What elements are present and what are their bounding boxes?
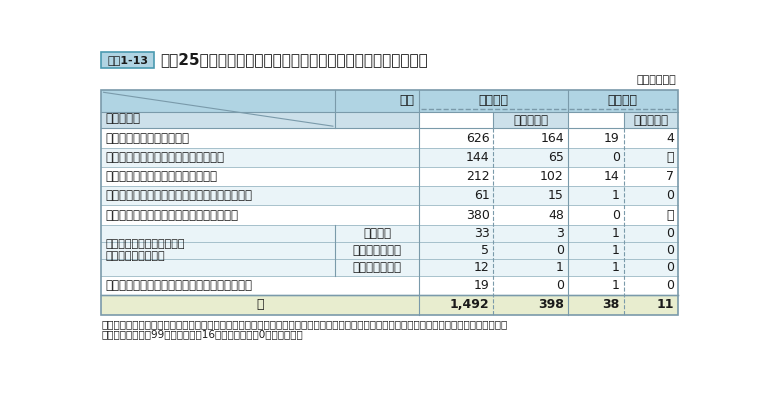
Bar — [101, 90, 678, 315]
Text: 0: 0 — [556, 279, 564, 292]
Text: 398: 398 — [538, 298, 564, 311]
Bar — [101, 129, 678, 148]
Text: 項目: 項目 — [399, 94, 414, 107]
Text: 12: 12 — [473, 260, 489, 274]
Text: 地方整備局区分: 地方整備局区分 — [353, 260, 401, 274]
Bar — [101, 242, 678, 258]
Text: 5: 5 — [482, 244, 489, 256]
Text: 65: 65 — [548, 151, 564, 164]
Bar — [101, 295, 678, 315]
Text: 計: 計 — [256, 298, 264, 311]
Text: 1: 1 — [612, 260, 619, 274]
Bar — [493, 112, 568, 129]
Text: 1,492: 1,492 — [450, 298, 489, 311]
Bar — [568, 112, 623, 129]
Text: うち女性数: うち女性数 — [633, 114, 668, 127]
Text: 3: 3 — [556, 227, 564, 240]
Text: 48: 48 — [548, 208, 564, 222]
Text: 7: 7 — [666, 170, 674, 183]
Text: 0: 0 — [666, 244, 674, 256]
Bar — [101, 90, 678, 112]
Text: 経済産業省経験者採用試験（課長補佐級）: 経済産業省経験者採用試験（課長補佐級） — [105, 208, 238, 222]
Text: 0: 0 — [666, 279, 674, 292]
Text: 0: 0 — [666, 189, 674, 202]
Text: 国土交通省経験者採用試験
（係長級（技術））: 国土交通省経験者採用試験 （係長級（技術）） — [105, 239, 185, 261]
Text: 1: 1 — [612, 189, 619, 202]
Text: 合格者数: 合格者数 — [608, 94, 638, 107]
Text: 626: 626 — [466, 132, 489, 145]
Text: 試験の種類: 試験の種類 — [105, 112, 140, 125]
Text: 経験者採用試験（係長級）: 経験者採用試験（係長級） — [105, 132, 189, 145]
Bar — [101, 276, 678, 295]
Text: 15: 15 — [548, 189, 564, 202]
Text: 212: 212 — [466, 170, 489, 183]
Bar — [101, 225, 678, 242]
Text: 0: 0 — [612, 208, 619, 222]
Text: 外務省経験者採用試験（書記官級）: 外務省経験者採用試験（書記官級） — [105, 170, 217, 183]
Bar — [623, 112, 678, 129]
Text: 1: 1 — [612, 244, 619, 256]
Bar — [101, 167, 678, 186]
Text: 11: 11 — [657, 298, 674, 311]
Text: 102: 102 — [540, 170, 564, 183]
Text: 38: 38 — [603, 298, 619, 311]
Text: －: － — [667, 151, 674, 164]
Bar — [101, 148, 678, 167]
Text: 19: 19 — [473, 279, 489, 292]
Text: 1: 1 — [612, 279, 619, 292]
Text: 0: 0 — [556, 244, 564, 256]
Text: －: － — [667, 208, 674, 222]
Bar — [419, 112, 493, 129]
Text: 0: 0 — [666, 227, 674, 240]
Text: 0: 0 — [666, 260, 674, 274]
Text: 海上保安庁経験者採用試験（係長級（技術））: 海上保安庁経験者採用試験（係長級（技術）） — [105, 279, 252, 292]
Text: （注）　上記のほか、防衛省が特別職の職員の採用試験として実施し、人事院が当該試験の実施を支援する「防衛省経験者採用試験（係長級）」: （注） 上記のほか、防衛省が特別職の職員の採用試験として実施し、人事院が当該試験… — [101, 320, 508, 330]
Text: 0: 0 — [612, 151, 619, 164]
Text: 19: 19 — [604, 132, 619, 145]
Text: うち女性数: うち女性数 — [513, 114, 548, 127]
Text: 国土地理院区分: 国土地理院区分 — [353, 244, 401, 256]
Text: 33: 33 — [473, 227, 489, 240]
Text: 申込者数: 申込者数 — [478, 94, 508, 107]
Text: 本省区分: 本省区分 — [363, 227, 391, 240]
Text: 資料1-13: 資料1-13 — [107, 55, 148, 65]
Text: 380: 380 — [466, 208, 489, 222]
Bar — [101, 258, 678, 276]
Text: 164: 164 — [540, 132, 564, 145]
Text: 平成25年度経験者採用試験の試験の種類別申込者数・合格者数: 平成25年度経験者採用試験の試験の種類別申込者数・合格者数 — [160, 52, 428, 67]
Text: （単位：人）: （単位：人） — [637, 75, 676, 85]
Text: 1: 1 — [556, 260, 564, 274]
Text: 144: 144 — [466, 151, 489, 164]
Bar — [101, 186, 678, 206]
Text: 14: 14 — [604, 170, 619, 183]
Text: 4: 4 — [666, 132, 674, 145]
Text: 61: 61 — [473, 189, 489, 202]
Text: 外務省経験者採用試験（課長補佐級）: 外務省経験者採用試験（課長補佐級） — [105, 151, 224, 164]
Text: 農林水産省経験者採用試験（係長級（技術））: 農林水産省経験者採用試験（係長級（技術）） — [105, 189, 252, 202]
Text: 1: 1 — [612, 227, 619, 240]
Bar — [101, 112, 419, 129]
Bar — [101, 206, 678, 225]
Bar — [101, 52, 154, 67]
Text: （申込者数99人（うち女性16人）、合格者数0人）がある。: （申込者数99人（うち女性16人）、合格者数0人）がある。 — [101, 330, 303, 339]
